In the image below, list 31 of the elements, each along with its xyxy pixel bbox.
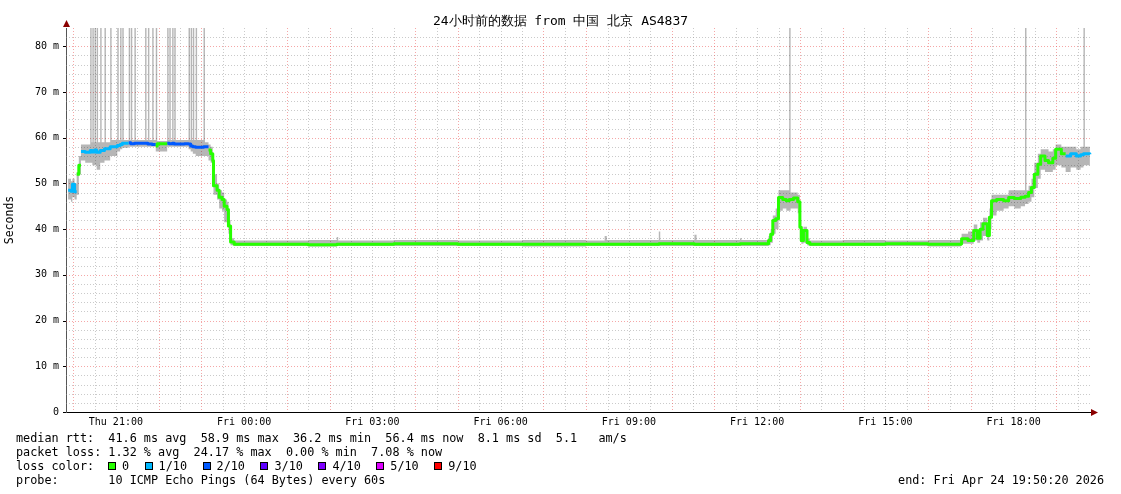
y-tick-label: 40 m — [34, 222, 59, 234]
y-tick-label: 10 m — [34, 359, 59, 371]
legend-label: 3/10 — [274, 459, 303, 473]
legend-title: loss color: — [16, 459, 96, 473]
y-tick-label: 70 m — [34, 85, 59, 97]
x-tick-label: Fri 12:00 — [730, 415, 785, 427]
y-tick-label: 30 m — [34, 268, 59, 280]
y-tick-label: 50 m — [34, 177, 59, 189]
legend-label: 4/10 — [332, 459, 361, 473]
y-axis-title: Seconds — [1, 195, 16, 245]
text: end: Fri Apr 24 19:50:20 2026 — [898, 473, 1104, 487]
y-tick-label: 80 m — [34, 39, 59, 51]
y-tick-label: 20 m — [34, 314, 59, 326]
legend-label: 0 — [122, 459, 130, 473]
legend-label: 1/10 — [158, 459, 188, 473]
x-tick-label: Fri 18:00 — [986, 415, 1041, 427]
x-tick-label: Fri 00:00 — [217, 415, 272, 427]
text: median rtt: 41.6 ms avg 58.9 ms max 36.2 ms min 56.4 ms now 8.1 ms sd 5.1 am/s — [16, 431, 627, 445]
x-tick-label: Fri 15:00 — [858, 415, 913, 427]
legend-label: 5/10 — [390, 459, 419, 473]
text: packet loss: 1.32 % avg 24.17 % max 0.00 % min 7.08 % now — [16, 445, 443, 459]
legend-label: 9/10 — [448, 459, 477, 473]
x-tick-label: Fri 06:00 — [473, 415, 528, 427]
text: probe: 10 ICMP Echo Pings (64 Bytes) every 60s — [16, 473, 386, 487]
y-tick-label: 60 m — [34, 131, 59, 143]
chart-title: 24小时前的数据 from 中国 北京 AS4837 — [431, 13, 690, 29]
x-tick-label: Thu 21:00 — [88, 415, 143, 427]
legend-label: 2/10 — [216, 459, 245, 473]
x-tick-label: Fri 09:00 — [601, 415, 656, 427]
x-tick-label: Fri 03:00 — [345, 415, 400, 427]
y-tick-label: 0 — [52, 405, 59, 417]
